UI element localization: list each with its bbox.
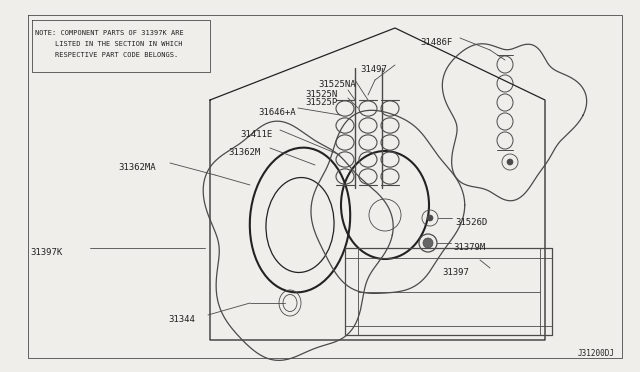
Text: 31525NA: 31525NA — [318, 80, 356, 89]
Text: 31525P: 31525P — [305, 98, 337, 107]
Text: J31200DJ: J31200DJ — [578, 349, 615, 358]
Text: 31646+A: 31646+A — [258, 108, 296, 117]
Text: 31486F: 31486F — [420, 38, 452, 47]
Text: 31362MA: 31362MA — [118, 163, 156, 172]
Circle shape — [423, 238, 433, 248]
Text: 31397: 31397 — [442, 268, 469, 277]
Text: NOTE: COMPONENT PARTS OF 31397K ARE: NOTE: COMPONENT PARTS OF 31397K ARE — [35, 30, 184, 36]
Text: 31525N: 31525N — [305, 90, 337, 99]
Text: 31397K: 31397K — [30, 248, 62, 257]
Text: 31379M: 31379M — [453, 243, 485, 252]
Text: 31362M: 31362M — [228, 148, 260, 157]
Text: RESPECTIVE PART CODE BELONGS.: RESPECTIVE PART CODE BELONGS. — [55, 52, 179, 58]
Text: 31526D: 31526D — [455, 218, 487, 227]
Circle shape — [507, 159, 513, 165]
Text: 31344: 31344 — [168, 315, 195, 324]
Circle shape — [427, 215, 433, 221]
Text: LISTED IN THE SECTION IN WHICH: LISTED IN THE SECTION IN WHICH — [55, 41, 182, 47]
Text: 31497: 31497 — [360, 65, 387, 74]
Text: 31411E: 31411E — [240, 130, 272, 139]
